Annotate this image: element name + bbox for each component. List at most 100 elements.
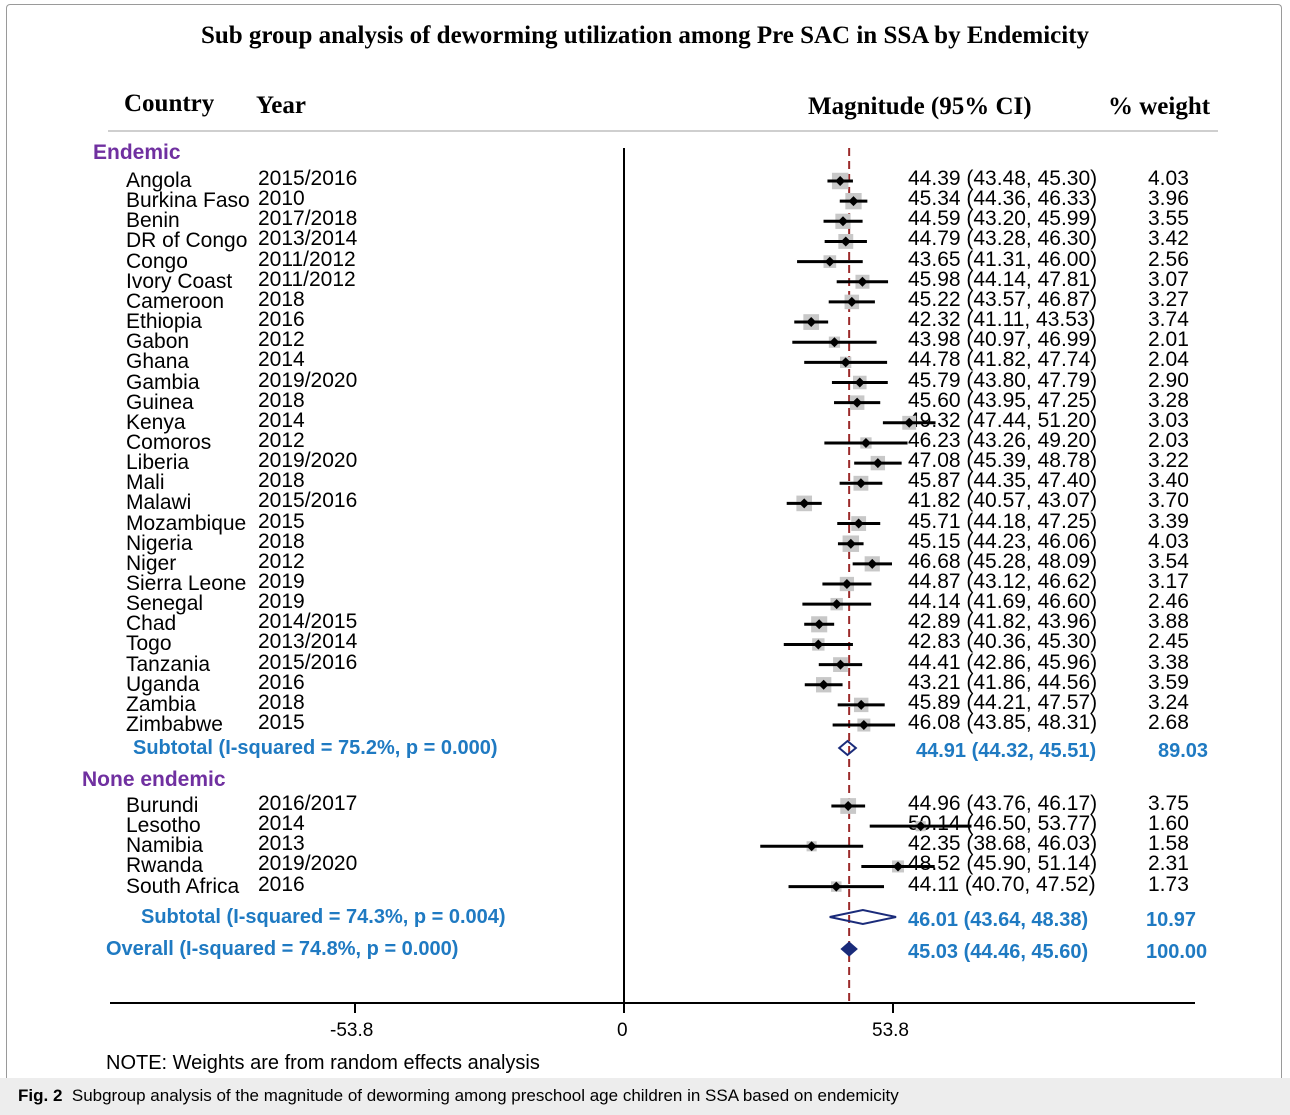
study-point bbox=[831, 881, 842, 892]
study-weight: 3.96 bbox=[1148, 187, 1189, 211]
study-country: Zimbabwe bbox=[126, 713, 223, 737]
study-ci: 44.59 (43.20, 45.99) bbox=[908, 207, 1098, 231]
study-country: Gambia bbox=[126, 370, 200, 394]
study-weight: 3.07 bbox=[1148, 267, 1189, 291]
study-point bbox=[840, 236, 851, 247]
study-weight: 3.24 bbox=[1148, 690, 1189, 714]
study-point bbox=[824, 256, 835, 267]
study-weight: 4.03 bbox=[1148, 167, 1189, 190]
study-ci: 45.22 (43.57, 46.87) bbox=[908, 287, 1098, 311]
study-country: Mali bbox=[126, 471, 165, 495]
study-point bbox=[854, 377, 865, 388]
study-point bbox=[915, 821, 926, 832]
study-year: 2015/2016 bbox=[258, 650, 358, 674]
study-ci: 45.87 (44.35, 47.40) bbox=[908, 469, 1098, 493]
study-ci: 43.21 (41.86, 44.56) bbox=[908, 670, 1098, 694]
study-year: 2012 bbox=[258, 549, 305, 573]
study-point bbox=[858, 720, 869, 731]
study-ci: 41.82 (40.57, 43.07) bbox=[908, 489, 1098, 513]
study-point bbox=[846, 296, 857, 307]
overall-label: Overall (I-squared = 74.8%, p = 0.000) bbox=[106, 938, 459, 960]
study-point bbox=[814, 619, 825, 630]
study-weight: 3.17 bbox=[1148, 570, 1189, 593]
study-weight: 2.68 bbox=[1148, 711, 1189, 735]
study-country: Burundi bbox=[126, 794, 199, 817]
study-year: 2019/2020 bbox=[258, 368, 358, 392]
study-country: Ivory Coast bbox=[126, 269, 233, 293]
study-ci: 43.98 (40.97, 46.99) bbox=[908, 328, 1098, 352]
study-ci: 45.60 (43.95, 47.25) bbox=[908, 388, 1098, 412]
study-weight: 3.40 bbox=[1148, 469, 1189, 493]
study-ci: 45.15 (44.23, 46.06) bbox=[908, 529, 1098, 553]
study-year: 2016 bbox=[258, 308, 305, 332]
study-ci: 45.34 (44.36, 46.33) bbox=[908, 187, 1098, 211]
study-point bbox=[848, 196, 859, 207]
study-point bbox=[855, 478, 866, 489]
study-country: Burkina Faso bbox=[126, 189, 250, 213]
study-weight: 3.75 bbox=[1148, 792, 1189, 815]
overall-weight: 100.00 bbox=[1146, 941, 1208, 963]
study-year: 2018 bbox=[258, 690, 305, 714]
study-year: 2010 bbox=[258, 187, 305, 211]
header-weight: % weight bbox=[1108, 93, 1211, 120]
study-year: 2013 bbox=[258, 832, 305, 856]
subtotal-weight: 89.03 bbox=[1158, 740, 1209, 762]
study-country: Sierra Leone bbox=[126, 572, 247, 595]
study-ci: 48.52 (45.90, 51.14) bbox=[908, 852, 1098, 876]
study-ci: 44.79 (43.28, 46.30) bbox=[908, 227, 1098, 251]
study-point bbox=[872, 458, 883, 469]
study-ci: 44.39 (43.48, 45.30) bbox=[908, 167, 1098, 190]
subgroup-heading: None endemic bbox=[82, 768, 226, 791]
study-weight: 3.27 bbox=[1148, 287, 1189, 311]
study-point bbox=[806, 841, 817, 852]
study-ci: 44.96 (43.76, 46.17) bbox=[908, 792, 1098, 815]
x-tick-label: 53.8 bbox=[872, 1020, 909, 1041]
study-weight: 1.73 bbox=[1148, 872, 1189, 896]
study-country: Uganda bbox=[126, 672, 200, 696]
header-year: Year bbox=[256, 92, 306, 119]
study-ci: 47.08 (45.39, 48.78) bbox=[908, 449, 1098, 473]
subtotal-diamond bbox=[829, 908, 897, 926]
study-weight: 2.45 bbox=[1148, 630, 1189, 654]
study-point bbox=[904, 417, 915, 428]
study-country: Nigeria bbox=[126, 531, 193, 555]
caption-text: Subgroup analysis of the magnitude of de… bbox=[71, 1086, 899, 1105]
study-country: Comoros bbox=[126, 430, 212, 454]
study-country: Congo bbox=[126, 249, 188, 273]
study-year: 2017/2018 bbox=[258, 207, 358, 231]
study-point bbox=[856, 699, 867, 710]
study-point bbox=[860, 437, 871, 448]
study-ci: 44.41 (42.86, 45.96) bbox=[908, 650, 1098, 674]
study-year: 2019/2020 bbox=[258, 449, 358, 473]
study-country: Lesotho bbox=[126, 814, 201, 838]
x-tick-label: -53.8 bbox=[330, 1020, 374, 1041]
study-weight: 3.03 bbox=[1148, 408, 1189, 432]
study-point bbox=[818, 679, 829, 690]
study-year: 2018 bbox=[258, 469, 305, 493]
study-point bbox=[837, 216, 848, 227]
study-country: Cameroon bbox=[126, 289, 225, 313]
study-country: Chad bbox=[126, 612, 177, 636]
study-point bbox=[893, 861, 904, 872]
study-ci: 42.83 (40.36, 45.30) bbox=[908, 630, 1098, 654]
study-weight: 2.46 bbox=[1148, 590, 1189, 614]
study-ci: 49.32 (47.44, 51.20) bbox=[908, 408, 1098, 432]
subtotal-ci: 44.91 (44.32, 45.51) bbox=[916, 740, 1097, 762]
study-country: Zambia bbox=[126, 692, 197, 716]
x-tick-label: 0 bbox=[617, 1020, 628, 1041]
study-ci: 44.78 (41.82, 47.74) bbox=[908, 348, 1098, 372]
study-year: 2014 bbox=[258, 408, 305, 432]
study-weight: 3.42 bbox=[1148, 227, 1189, 251]
study-ci: 50.14 (46.50, 53.77) bbox=[908, 812, 1098, 836]
header-effect: Magnitude (95% CI) bbox=[808, 93, 1032, 120]
study-year: 2012 bbox=[258, 428, 305, 452]
subtotal-diamond bbox=[837, 739, 858, 757]
study-country: Senegal bbox=[126, 592, 204, 616]
study-year: 2013/2014 bbox=[258, 630, 358, 654]
study-weight: 3.88 bbox=[1148, 610, 1189, 634]
study-weight: 2.04 bbox=[1148, 348, 1189, 372]
study-year: 2015 bbox=[258, 711, 305, 735]
study-ci: 42.89 (41.82, 43.96) bbox=[908, 610, 1098, 634]
subtotal-weight: 10.97 bbox=[1146, 909, 1197, 931]
study-ci: 44.14 (41.69, 46.60) bbox=[908, 590, 1098, 614]
